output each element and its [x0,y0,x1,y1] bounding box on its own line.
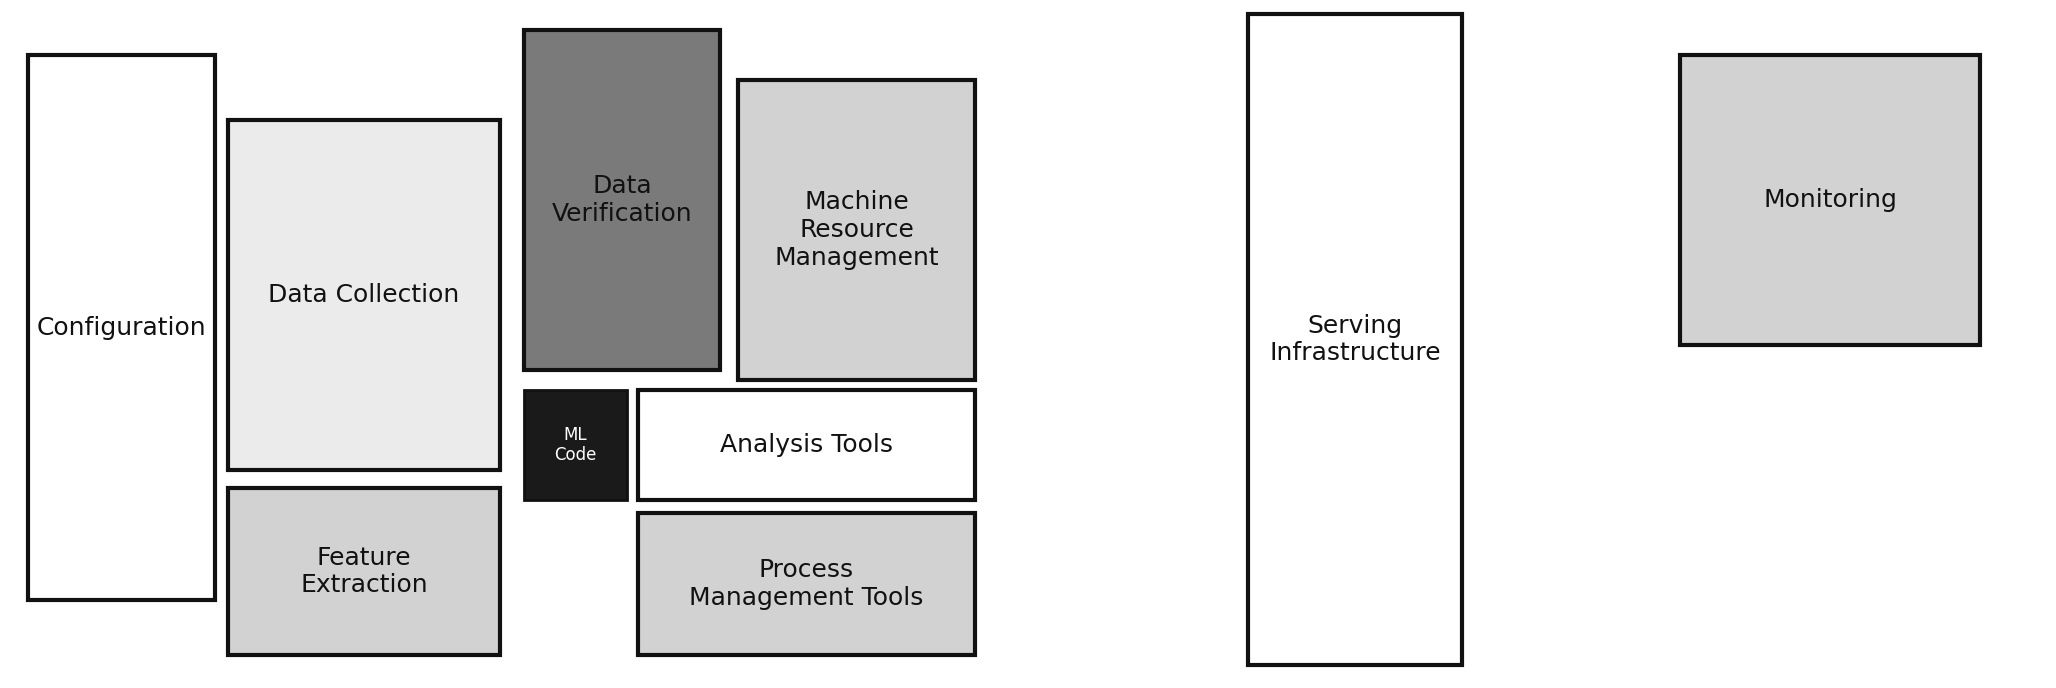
Text: ML
Code: ML Code [555,426,596,464]
Bar [637,513,975,655]
Text: Machine
Resource
Management: Machine Resource Management [775,190,940,270]
Bar [524,390,627,500]
Text: Data
Verification: Data Verification [551,174,693,226]
Bar [228,488,500,655]
Bar [1680,55,1980,345]
Text: Data Collection: Data Collection [269,283,461,307]
Bar [637,390,975,500]
Text: Process
Management Tools: Process Management Tools [689,558,923,610]
Text: Analysis Tools: Analysis Tools [720,433,892,457]
Bar [29,55,216,600]
Bar [228,120,500,470]
Text: Feature
Extraction: Feature Extraction [300,546,428,597]
Text: Serving
Infrastructure: Serving Infrastructure [1269,314,1441,365]
Bar [1248,14,1462,665]
Bar [738,80,975,380]
Text: Configuration: Configuration [37,316,206,339]
Text: Monitoring: Monitoring [1764,188,1898,212]
Bar [524,30,720,370]
